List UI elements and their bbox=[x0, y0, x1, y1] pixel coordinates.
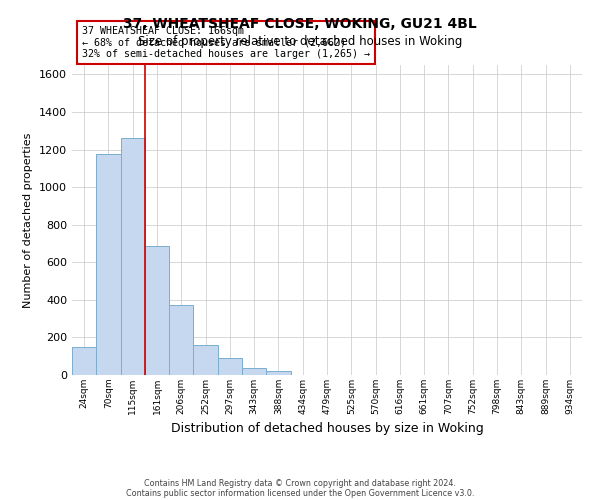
Bar bbox=[96, 154, 121, 375]
Text: Contains public sector information licensed under the Open Government Licence v3: Contains public sector information licen… bbox=[126, 488, 474, 498]
Y-axis label: Number of detached properties: Number of detached properties bbox=[23, 132, 34, 308]
Bar bbox=[169, 304, 193, 375]
Bar bbox=[242, 368, 266, 375]
Bar bbox=[193, 345, 218, 375]
Text: 37 WHEATSHEAF CLOSE: 166sqm
← 68% of detached houses are smaller (2,662)
32% of : 37 WHEATSHEAF CLOSE: 166sqm ← 68% of det… bbox=[82, 26, 370, 59]
X-axis label: Distribution of detached houses by size in Woking: Distribution of detached houses by size … bbox=[170, 422, 484, 436]
Bar bbox=[266, 371, 290, 375]
Bar bbox=[218, 358, 242, 375]
Bar bbox=[72, 347, 96, 375]
Text: 37, WHEATSHEAF CLOSE, WOKING, GU21 4BL: 37, WHEATSHEAF CLOSE, WOKING, GU21 4BL bbox=[123, 18, 477, 32]
Text: Contains HM Land Registry data © Crown copyright and database right 2024.: Contains HM Land Registry data © Crown c… bbox=[144, 478, 456, 488]
Text: Size of property relative to detached houses in Woking: Size of property relative to detached ho… bbox=[138, 35, 462, 48]
Bar bbox=[145, 246, 169, 375]
Bar bbox=[121, 138, 145, 375]
